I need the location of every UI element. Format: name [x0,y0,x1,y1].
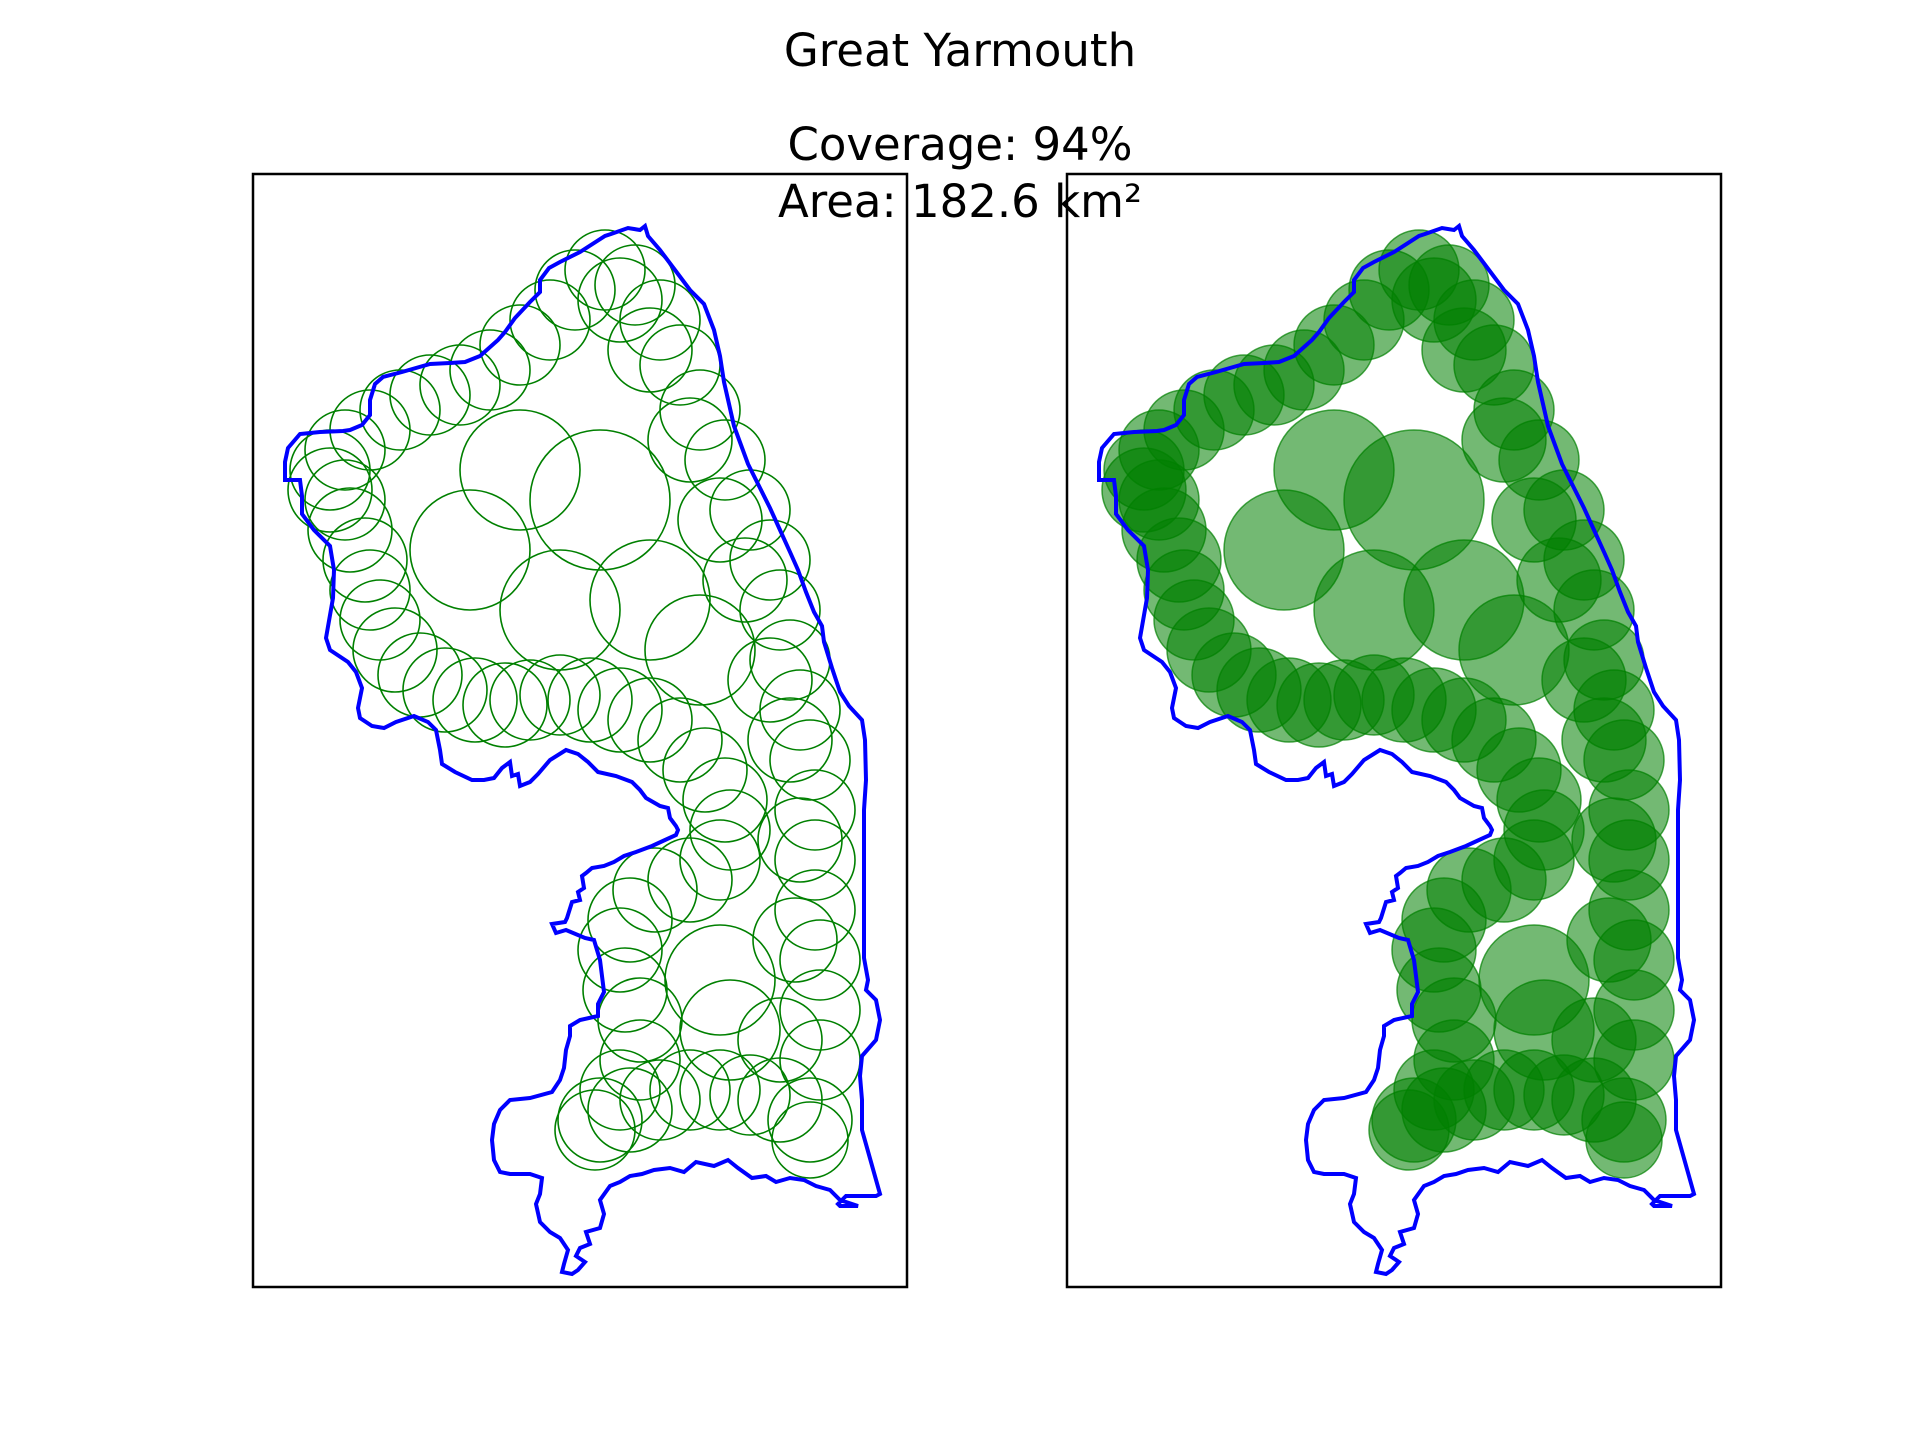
right-panel-frame [1065,172,1723,1289]
figure-title: Great Yarmouth [784,24,1136,77]
coverage-label: Coverage: 94% [787,118,1132,171]
outline-coverage-circles [287,229,861,1179]
district-boundary [283,224,882,1276]
filled-coverage-circles [1101,229,1675,1179]
left-panel [283,224,882,1276]
left-panel-frame [251,172,909,1289]
right-panel [1097,224,1696,1276]
area-label: Area: 182.6 km² [778,175,1142,228]
